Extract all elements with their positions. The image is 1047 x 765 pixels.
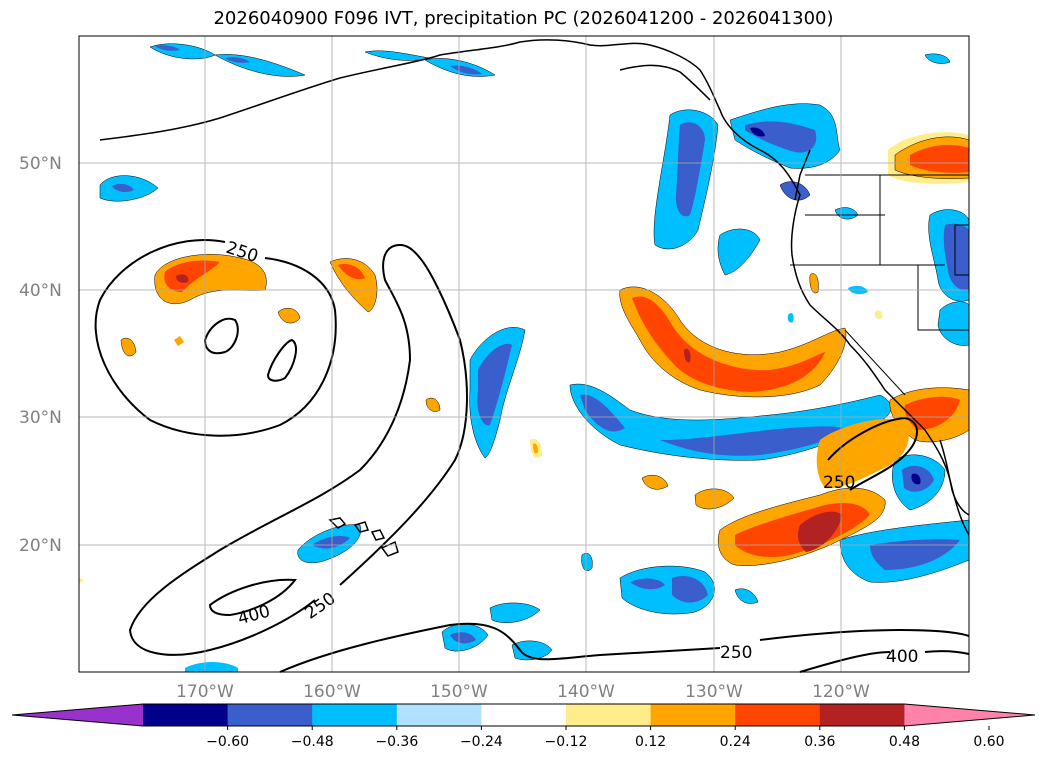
contour-label-250-d: 250	[720, 643, 752, 663]
colorbar-extend-min	[12, 704, 143, 726]
colorbar-segment	[227, 704, 313, 726]
colorbar-segment	[143, 704, 229, 726]
colorbar-segment	[396, 704, 482, 726]
lat-label-40n: 40°N	[19, 281, 62, 301]
colorbar: −0.60 −0.48 −0.36 −0.24 −0.12 0.12 0.24 0.36 0.4…	[11, 703, 1036, 750]
lon-label-160w: 160°W	[303, 682, 361, 702]
political-borders	[790, 174, 970, 396]
lon-label-120w: 120°W	[812, 682, 870, 702]
map-plot: 250 400 250 250 250 400	[78, 35, 970, 673]
map-frame	[78, 35, 970, 673]
lon-label-150w: 150°W	[430, 682, 488, 702]
lon-label-140w: 140°W	[557, 682, 615, 702]
lat-label-50n: 50°N	[19, 154, 62, 174]
colorbar-tick-label: −0.60	[206, 734, 249, 750]
colorbar-tick-label: 0.60	[973, 734, 1004, 750]
colorbar-segment	[650, 704, 736, 726]
longitude-labels: 170°W 160°W 150°W 140°W 130°W 120°W	[176, 682, 870, 702]
colorbar-segment	[566, 704, 652, 726]
latitude-labels: 50°N 40°N 30°N 20°N	[19, 154, 62, 556]
colorbar-segment	[481, 704, 567, 726]
colorbar-tick-label: −0.24	[460, 734, 503, 750]
colorbar-tick-label: 0.24	[720, 734, 751, 750]
colorbar-segment	[312, 704, 398, 726]
colorbar-segment	[819, 704, 905, 726]
colorbar-tick-label: −0.48	[291, 734, 334, 750]
colorbar-extend-max	[904, 704, 1035, 726]
contour-label-400-f: 400	[886, 647, 918, 667]
ivt-contours	[94, 238, 970, 673]
colorbar-tick-label: −0.36	[375, 734, 418, 750]
lon-label-130w: 130°W	[685, 682, 743, 702]
contour-label-250-e: 250	[823, 473, 855, 493]
colorbar-tick-label: 0.36	[804, 734, 835, 750]
gridlines	[79, 36, 969, 672]
colorbar-tick-label: 0.12	[635, 734, 666, 750]
map-title: 2026040900 F096 IVT, precipitation PC (2…	[213, 8, 834, 29]
colorbar-tick-label: 0.48	[889, 734, 920, 750]
positive-anomaly-regions	[79, 132, 970, 584]
colorbar-segment	[735, 704, 821, 726]
coastlines	[99, 39, 970, 557]
lat-label-30n: 30°N	[19, 408, 62, 428]
colorbar-tick-label: −0.12	[545, 734, 588, 750]
negative-anomaly-regions	[99, 43, 970, 672]
lon-label-170w: 170°W	[176, 682, 234, 702]
lat-label-20n: 20°N	[19, 536, 62, 556]
colorbar-outline	[11, 703, 1036, 727]
